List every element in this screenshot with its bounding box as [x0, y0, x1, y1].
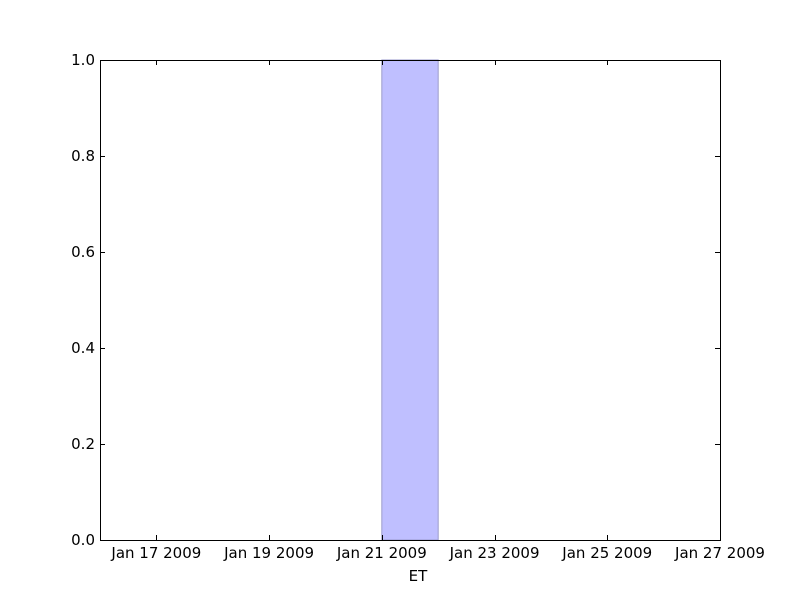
y-tick-label: 0.0 — [71, 531, 95, 549]
spans-layer — [381, 59, 439, 541]
y-tick-label: 0.6 — [71, 243, 95, 261]
x-tick-label: Jan 23 2009 — [449, 544, 540, 562]
y-tick-label: 1.0 — [71, 51, 95, 69]
x-tick-label: Jan 25 2009 — [561, 544, 652, 562]
x-tick-label: Jan 19 2009 — [223, 544, 314, 562]
x-ticks-layer: Jan 17 2009 Jan 19 2009 Jan 21 2009 Jan 23 … — [110, 60, 765, 562]
y-tick-label: 0.4 — [71, 339, 95, 357]
x-tick-label: Jan 17 2009 — [110, 544, 201, 562]
x-tick-label: Jan 21 2009 — [336, 544, 427, 562]
y-tick-label: 0.8 — [71, 147, 95, 165]
y-tick-label: 0.2 — [71, 435, 95, 453]
x-axis-label: ET — [409, 567, 428, 585]
plot-frame — [100, 60, 721, 541]
x-tick-label: Jan 27 2009 — [674, 544, 765, 562]
y-ticks-layer: 0.0 0.2 0.4 0.6 0.8 1.0 — [71, 51, 720, 549]
shaded-span-1 — [381, 59, 439, 541]
